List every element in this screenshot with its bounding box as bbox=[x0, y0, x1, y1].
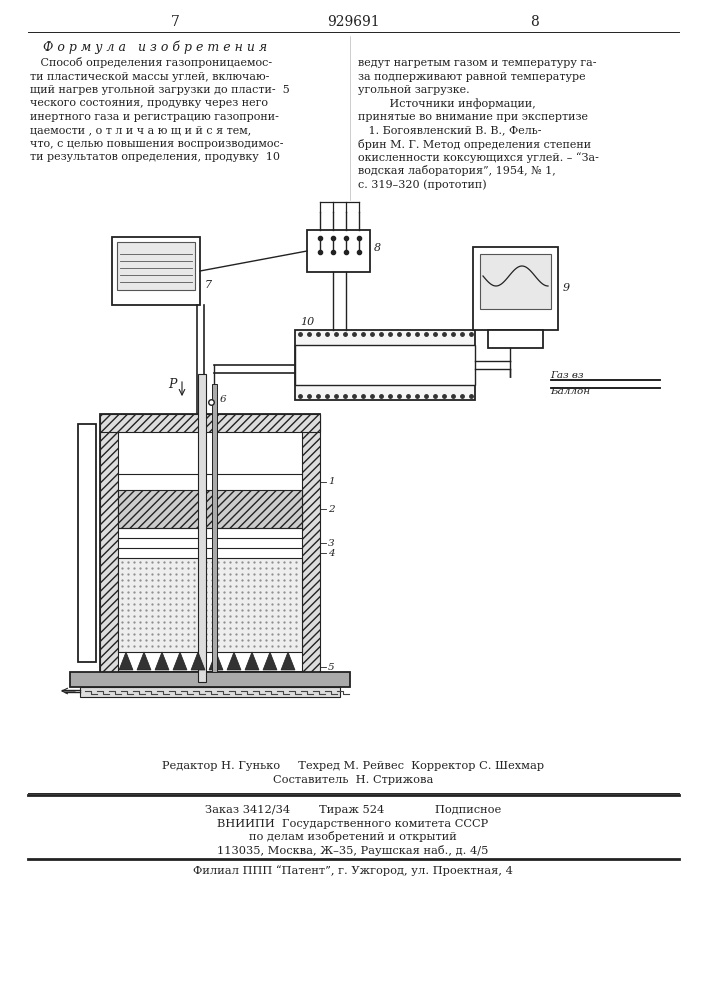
Text: за подперживают равной температуре: за подперживают равной температуре bbox=[358, 72, 585, 82]
Bar bbox=[100, 414, 320, 672]
Text: окисленности коксующихся углей. – “За-: окисленности коксующихся углей. – “За- bbox=[358, 152, 599, 163]
Text: Заказ 3412/34        Тираж 524              Подписное: Заказ 3412/34 Тираж 524 Подписное bbox=[205, 805, 501, 815]
Text: 113035, Москва, Ж–35, Раушская наб., д. 4/5: 113035, Москва, Ж–35, Раушская наб., д. … bbox=[217, 844, 489, 856]
Text: 5: 5 bbox=[328, 662, 334, 672]
Text: водская лаборатория”, 1954, № 1,: водская лаборатория”, 1954, № 1, bbox=[358, 165, 556, 176]
Bar bbox=[80, 687, 340, 697]
Bar bbox=[117, 242, 195, 290]
Text: 2: 2 bbox=[328, 504, 334, 514]
Bar bbox=[112, 237, 200, 305]
Bar bbox=[118, 490, 302, 528]
Bar bbox=[118, 558, 302, 652]
Bar bbox=[473, 247, 558, 330]
Text: по делам изобретений и открытий: по делам изобретений и открытий bbox=[249, 832, 457, 842]
Text: инертного газа и регистрацию газопрони-: инертного газа и регистрацию газопрони- bbox=[30, 112, 279, 122]
Bar bbox=[295, 330, 475, 400]
Text: что, с целью повышения воспроизводимос-: что, с целью повышения воспроизводимос- bbox=[30, 139, 284, 149]
Bar bbox=[198, 374, 206, 682]
Text: с. 319–320 (прототип): с. 319–320 (прототип) bbox=[358, 179, 486, 190]
Text: 10: 10 bbox=[300, 317, 314, 327]
Text: 7: 7 bbox=[205, 280, 212, 290]
Bar bbox=[78, 424, 96, 662]
Polygon shape bbox=[209, 652, 223, 670]
Bar bbox=[490, 378, 550, 392]
Text: 8: 8 bbox=[531, 15, 539, 29]
Text: 929691: 929691 bbox=[327, 15, 380, 29]
Text: 8: 8 bbox=[374, 243, 381, 253]
Polygon shape bbox=[173, 652, 187, 670]
Text: ВНИИПИ  Государственного комитета СССР: ВНИИПИ Государственного комитета СССР bbox=[218, 819, 489, 829]
Text: Баллон: Баллон bbox=[550, 386, 590, 395]
Text: Филиал ППП “Патент”, г. Ужгород, ул. Проектная, 4: Филиал ППП “Патент”, г. Ужгород, ул. Про… bbox=[193, 866, 513, 876]
Bar bbox=[100, 414, 118, 672]
Text: 1. Богоявленский В. В., Фель-: 1. Богоявленский В. В., Фель- bbox=[358, 125, 542, 135]
Polygon shape bbox=[191, 652, 205, 670]
Text: ти результатов определения, продувку  10: ти результатов определения, продувку 10 bbox=[30, 152, 280, 162]
Text: ведут нагретым газом и температуру га-: ведут нагретым газом и температуру га- bbox=[358, 58, 597, 68]
Bar bbox=[302, 414, 320, 672]
Text: Газ вз: Газ вз bbox=[550, 371, 583, 380]
Polygon shape bbox=[281, 652, 295, 670]
Polygon shape bbox=[155, 652, 169, 670]
Bar bbox=[70, 672, 350, 687]
Bar bbox=[100, 414, 320, 432]
Polygon shape bbox=[263, 652, 277, 670]
Text: 3: 3 bbox=[328, 538, 334, 548]
Bar bbox=[480, 254, 551, 309]
Text: 4: 4 bbox=[328, 548, 334, 558]
Text: 7: 7 bbox=[170, 15, 180, 29]
Text: 6: 6 bbox=[220, 394, 227, 403]
Bar bbox=[307, 230, 370, 272]
Text: брин М. Г. Метод определения степени: брин М. Г. Метод определения степени bbox=[358, 138, 591, 149]
Text: 1: 1 bbox=[328, 478, 334, 487]
Text: Способ определения газопроницаемос-: Способ определения газопроницаемос- bbox=[30, 57, 272, 68]
Polygon shape bbox=[119, 652, 133, 670]
Text: Ф о р м у л а   и з о б р е т е н и я: Ф о р м у л а и з о б р е т е н и я bbox=[43, 40, 267, 54]
Bar bbox=[295, 345, 475, 385]
Text: угольной загрузке.: угольной загрузке. bbox=[358, 85, 469, 95]
Text: ти пластической массы углей, включаю-: ти пластической массы углей, включаю- bbox=[30, 72, 269, 82]
Text: P: P bbox=[168, 377, 176, 390]
Text: Источники информации,: Источники информации, bbox=[358, 98, 536, 109]
Bar bbox=[212, 384, 217, 672]
Text: щий нагрев угольной загрузки до пласти-  5: щий нагрев угольной загрузки до пласти- … bbox=[30, 85, 290, 95]
Polygon shape bbox=[227, 652, 241, 670]
Text: 9: 9 bbox=[563, 283, 570, 293]
Polygon shape bbox=[245, 652, 259, 670]
Text: принятые во внимание при экспертизе: принятые во внимание при экспертизе bbox=[358, 112, 588, 122]
Text: Составитель  Н. Стрижова: Составитель Н. Стрижова bbox=[273, 775, 433, 785]
Text: цаемости , о т л и ч а ю щ и й с я тем,: цаемости , о т л и ч а ю щ и й с я тем, bbox=[30, 125, 251, 135]
Bar bbox=[488, 330, 543, 348]
Text: ческого состояния, продувку через него: ческого состояния, продувку через него bbox=[30, 99, 268, 108]
Polygon shape bbox=[137, 652, 151, 670]
Text: Редактор Н. Гунько     Техред М. Рейвес  Корректор С. Шехмар: Редактор Н. Гунько Техред М. Рейвес Корр… bbox=[162, 761, 544, 771]
